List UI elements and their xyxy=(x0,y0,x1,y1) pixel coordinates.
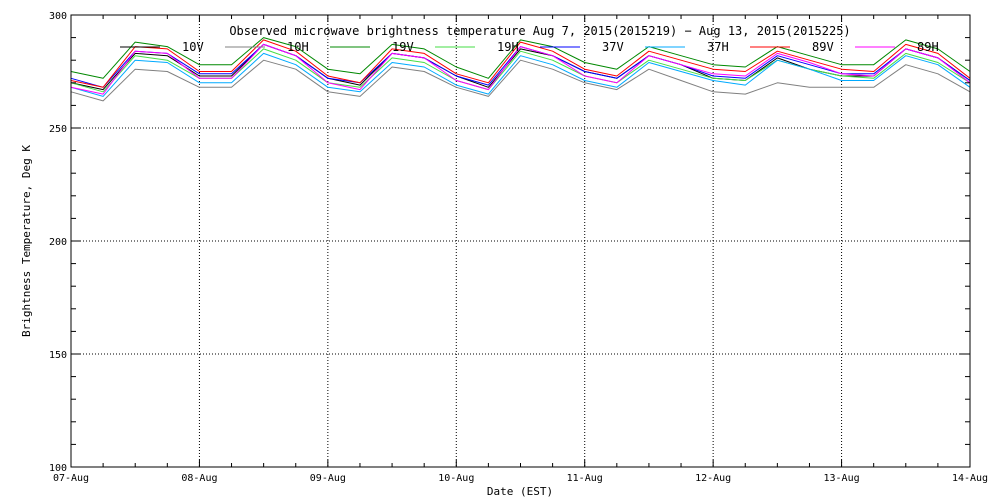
series-lines xyxy=(70,37,971,102)
y-tick-label: 150 xyxy=(49,350,67,361)
y-tick-label: 100 xyxy=(49,463,67,474)
legend: 10V 10H 19V 19H 37V 37H 89V 89H xyxy=(120,40,939,54)
legend-label-19h: 19H xyxy=(497,40,519,54)
x-axis-label: Date (EST) xyxy=(487,485,553,498)
series-line-89v xyxy=(70,39,971,88)
x-tick-label: 13-Aug xyxy=(824,473,860,484)
x-tick-label: 08-Aug xyxy=(181,473,217,484)
x-tick-label: 11-Aug xyxy=(567,473,603,484)
legend-label-19v: 19V xyxy=(392,40,414,54)
legend-label-89h: 89H xyxy=(917,40,939,54)
series-line-89h xyxy=(70,43,971,95)
grid-lines xyxy=(71,15,970,467)
y-tick-label: 200 xyxy=(49,237,67,248)
legend-label-37v: 37V xyxy=(602,40,624,54)
axis-ticks xyxy=(70,14,971,468)
x-tick-label: 14-Aug xyxy=(952,473,988,484)
y-tick-label: 300 xyxy=(49,11,67,22)
x-tick-label: 10-Aug xyxy=(438,473,474,484)
legend-label-89v: 89V xyxy=(812,40,834,54)
legend-label-10v: 10V xyxy=(182,40,204,54)
y-axis-label: Brightness Temperature, Deg K xyxy=(20,145,33,337)
legend-label-10h: 10H xyxy=(287,40,309,54)
x-tick-label: 09-Aug xyxy=(310,473,346,484)
y-tick-label: 250 xyxy=(49,124,67,135)
tick-labels: 07-Aug 08-Aug 09-Aug 10-Aug 11-Aug 12-Aug 13-A… xyxy=(49,11,988,484)
chart-title: Observed microwave brightness temperatur… xyxy=(229,24,850,38)
legend-label-37h: 37H xyxy=(707,40,729,54)
series-line-37h xyxy=(70,52,971,97)
x-tick-label: 12-Aug xyxy=(695,473,731,484)
series-line-10h xyxy=(70,59,971,102)
x-tick-label: 07-Aug xyxy=(53,473,89,484)
series-line-19v xyxy=(70,37,971,79)
